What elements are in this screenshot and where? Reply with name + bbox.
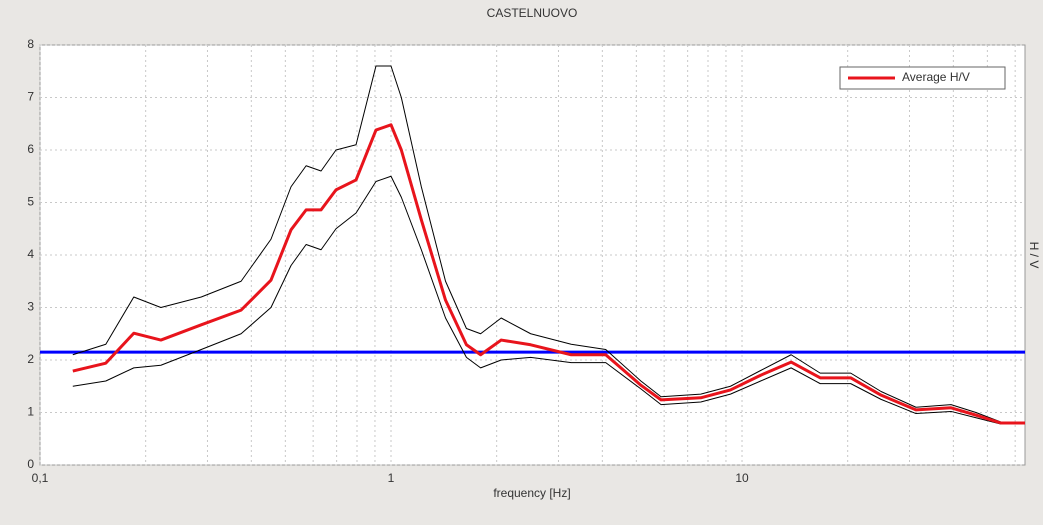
y-tick-label: 6 xyxy=(27,142,34,156)
y-axis-label: H / V xyxy=(1027,242,1041,269)
y-tick-label: 8 xyxy=(27,37,34,51)
x-axis-label: frequency [Hz] xyxy=(493,486,570,500)
y-tick-label: 0 xyxy=(27,457,34,471)
series-line xyxy=(72,175,1025,425)
y-tick-label: 4 xyxy=(27,247,34,261)
series-line xyxy=(72,65,1025,423)
legend-box xyxy=(839,66,1006,90)
x-tick-label: 1 xyxy=(388,471,395,485)
plot-area xyxy=(39,44,1026,466)
y-tick-label: 1 xyxy=(27,405,34,419)
legend-label: Average H/V xyxy=(902,70,970,84)
y-tick-label: 5 xyxy=(27,195,34,209)
y-tick-label: 3 xyxy=(27,300,34,314)
y-tick-label: 2 xyxy=(27,352,34,366)
x-tick-label: 10 xyxy=(735,471,749,485)
x-tick-label: 0,1 xyxy=(32,471,49,485)
series-line xyxy=(72,123,1025,425)
y-tick-label: 7 xyxy=(27,90,34,104)
chart-title: CASTELNUOVO xyxy=(487,6,578,20)
